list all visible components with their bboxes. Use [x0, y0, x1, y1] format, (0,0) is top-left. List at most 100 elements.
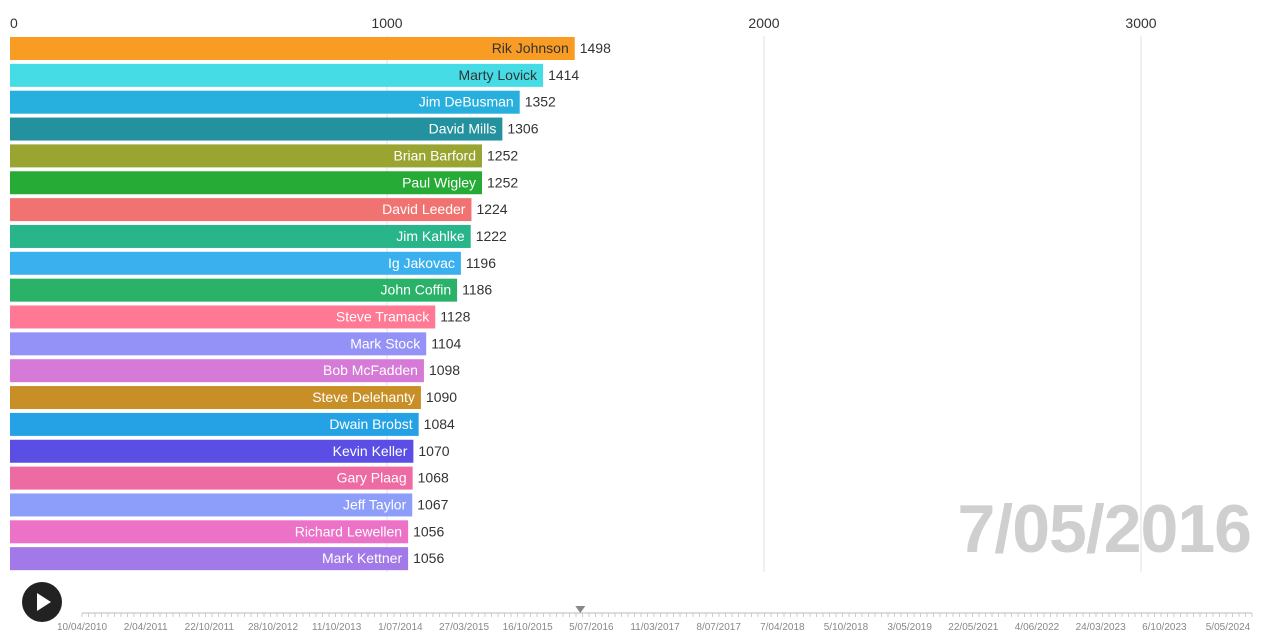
bar	[10, 37, 575, 60]
bar-group: Jim Kahlke 1222	[10, 224, 507, 248]
timeline-date-label: 4/06/2022	[1015, 622, 1060, 633]
bars: Rik Johnson 1498 Marty Lovick 1414 Jim DeBus…	[10, 37, 611, 571]
bar-group: Richard Lewellen 1056	[10, 520, 444, 544]
bar	[10, 439, 414, 463]
bar-label: Bob McFadden	[323, 362, 418, 378]
bar-value: 1306	[507, 121, 538, 137]
bar-group: Steve Tramack 1128	[10, 305, 471, 329]
bar-label: John Coffin	[381, 282, 452, 298]
bar-value: 1084	[424, 416, 455, 432]
bar	[10, 144, 483, 168]
timeline-date-label: 11/10/2013	[312, 622, 362, 633]
bar-group: Steve Delehanty 1090	[10, 386, 457, 410]
bar-label: Steve Delehanty	[312, 389, 415, 405]
bar-label: Paul Wigley	[402, 174, 476, 190]
bar	[10, 332, 427, 356]
bar-label: Richard Lewellen	[295, 523, 402, 539]
bar-value: 1056	[413, 550, 444, 566]
bar	[10, 305, 436, 329]
bar-label: Marty Lovick	[458, 67, 538, 83]
bar-value: 1414	[548, 67, 579, 83]
bar-label: Mark Stock	[350, 335, 421, 351]
bar-group: Marty Lovick 1414	[10, 63, 579, 87]
bar-label: Jim DeBusman	[419, 94, 514, 110]
x-tick-label: 0	[10, 15, 18, 31]
bar	[10, 466, 413, 490]
timeline-date-label: 27/03/2015	[439, 622, 489, 633]
bar	[10, 90, 520, 114]
timeline-date-label: 5/05/2024	[1206, 622, 1251, 633]
bar-value: 1186	[462, 282, 492, 298]
timeline-date-label: 2/04/2011	[124, 622, 168, 633]
bar-label: Rik Johnson	[492, 40, 569, 56]
bar	[10, 171, 483, 195]
bar-value: 1068	[418, 470, 449, 486]
bar-group: Mark Kettner 1056	[10, 547, 444, 571]
timeline-date-label: 1/07/2014	[378, 622, 423, 633]
timeline-date-label: 16/10/2015	[503, 622, 553, 633]
timeline-date-label: 3/05/2019	[887, 622, 932, 633]
bar-value: 1252	[487, 147, 518, 163]
timeline-date-label: 7/04/2018	[760, 622, 805, 633]
bar-value: 1067	[417, 496, 448, 512]
bar	[10, 63, 544, 87]
bar-value: 1252	[487, 174, 518, 190]
bar-label: Dwain Brobst	[329, 416, 412, 432]
timeline-date-label: 11/03/2017	[630, 622, 680, 633]
timeline-marker-icon[interactable]	[575, 606, 586, 613]
bar-label: Jim Kahlke	[396, 228, 465, 244]
bar-label: David Leeder	[382, 201, 466, 217]
bar	[10, 547, 409, 571]
bar-value: 1070	[418, 443, 449, 459]
timeline-date-label: 22/10/2011	[185, 622, 235, 633]
x-tick-label: 2000	[748, 15, 779, 31]
bar-group: Gary Plaag 1068	[10, 466, 449, 490]
bar	[10, 117, 503, 141]
bar	[10, 386, 421, 410]
timeline[interactable]: 10/04/2010 2/04/2011 22/10/2011 28/10/2012 1…	[57, 606, 1253, 633]
bar-group: David Mills 1306	[10, 117, 539, 141]
timeline-date-label: 28/10/2012	[248, 622, 298, 633]
bar	[10, 198, 472, 222]
timeline-date-label: 8/07/2017	[696, 622, 741, 633]
bar-group: Rik Johnson 1498	[10, 37, 611, 60]
timeline-date-label: 5/07/2016	[569, 622, 614, 633]
bar-label: Kevin Keller	[333, 443, 408, 459]
bar	[10, 359, 424, 383]
bar-value: 1098	[429, 362, 460, 378]
bar-value: 1090	[426, 389, 457, 405]
bar-group: David Leeder 1224	[10, 198, 508, 222]
bar	[10, 520, 409, 544]
bar-group: Ig Jakovac 1196	[10, 251, 496, 275]
play-icon[interactable]	[22, 582, 62, 622]
bar-group: John Coffin 1186	[10, 278, 492, 302]
bar-label: Mark Kettner	[322, 550, 402, 566]
bar-group: Mark Stock 1104	[10, 332, 462, 356]
bar-group: Brian Barford 1252	[10, 144, 518, 168]
bar-label: Jeff Taylor	[343, 496, 407, 512]
bar-group: Dwain Brobst 1084	[10, 412, 455, 436]
bar-label: Ig Jakovac	[388, 255, 455, 271]
current-date-label: 7/05/2016	[957, 491, 1252, 567]
timeline-date-label: 10/04/2010	[57, 622, 107, 633]
bar-value: 1128	[440, 309, 470, 325]
bar-group: Paul Wigley 1252	[10, 171, 518, 195]
timeline-date-label: 6/10/2023	[1142, 622, 1187, 633]
bar	[10, 278, 458, 302]
timeline-date-label: 22/05/2021	[948, 622, 998, 633]
bar-label: Gary Plaag	[337, 470, 407, 486]
bar-group: Jeff Taylor 1067	[10, 493, 449, 517]
bar	[10, 412, 419, 436]
timeline-date-label: 24/03/2023	[1076, 622, 1126, 633]
bar-value: 1196	[466, 255, 496, 271]
bar-label: David Mills	[429, 121, 497, 137]
x-axis-ticks: 0 1000 2000 3000	[10, 15, 1157, 31]
x-tick-label: 1000	[371, 15, 402, 31]
bar-group: Jim DeBusman 1352	[10, 90, 556, 114]
bar-value: 1104	[431, 335, 461, 351]
bar	[10, 251, 461, 275]
bar-value: 1224	[476, 201, 507, 217]
bar-group: Kevin Keller 1070	[10, 439, 450, 463]
bar-value: 1056	[413, 523, 444, 539]
bar-value: 1222	[476, 228, 507, 244]
